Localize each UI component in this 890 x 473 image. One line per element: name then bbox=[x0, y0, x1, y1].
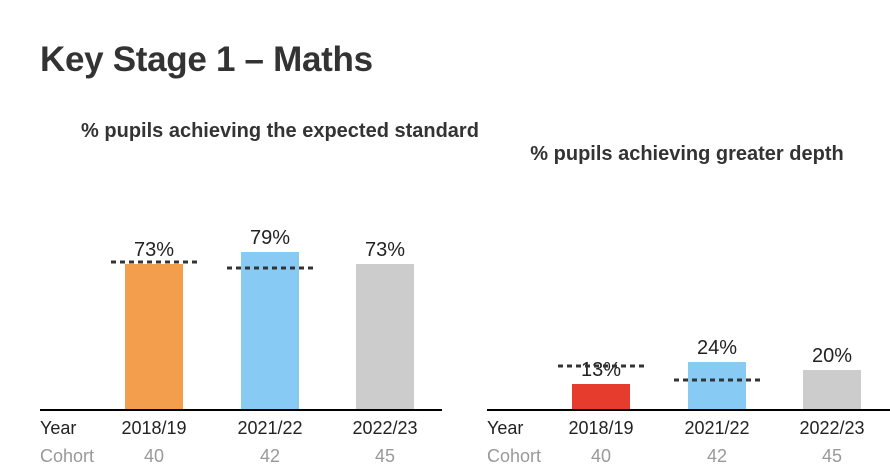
bar-2021-22 bbox=[688, 362, 746, 410]
bar-2022-23 bbox=[803, 370, 861, 410]
data-label: 13% bbox=[581, 359, 621, 381]
bar-2018-19 bbox=[125, 264, 183, 410]
cohort-value: 42 bbox=[707, 446, 727, 466]
tick-label-year: 2018/19 bbox=[568, 418, 633, 438]
cohort-value: 45 bbox=[822, 446, 842, 466]
tick-label-year: 2021/22 bbox=[237, 418, 302, 438]
data-label: 73% bbox=[365, 239, 405, 261]
bar-2018-19 bbox=[572, 384, 630, 410]
page-title: Key Stage 1 – Maths bbox=[40, 40, 373, 79]
tick-label-year: 2021/22 bbox=[684, 418, 749, 438]
bar-2022-23 bbox=[356, 264, 414, 410]
row-label-year: Year bbox=[40, 418, 76, 438]
bar-2021-22 bbox=[241, 252, 299, 410]
data-label: 73% bbox=[134, 239, 174, 261]
cohort-value: 40 bbox=[591, 446, 611, 466]
data-label: 79% bbox=[250, 227, 290, 249]
tick-label-year: 2018/19 bbox=[121, 418, 186, 438]
row-label-year: Year bbox=[487, 418, 523, 438]
cohort-value: 45 bbox=[375, 446, 395, 466]
tick-label-year: 2022/23 bbox=[799, 418, 864, 438]
row-label-cohort: Cohort bbox=[40, 446, 94, 466]
row-label-cohort: Cohort bbox=[487, 446, 541, 466]
cohort-value: 42 bbox=[260, 446, 280, 466]
data-label: 24% bbox=[697, 337, 737, 359]
cohort-value: 40 bbox=[144, 446, 164, 466]
chart-title-expected-standard: % pupils achieving the expected standard bbox=[81, 120, 479, 142]
data-label: 20% bbox=[812, 345, 852, 367]
tick-label-year: 2022/23 bbox=[352, 418, 417, 438]
chart-title-greater-depth: % pupils achieving greater depth bbox=[530, 143, 844, 165]
